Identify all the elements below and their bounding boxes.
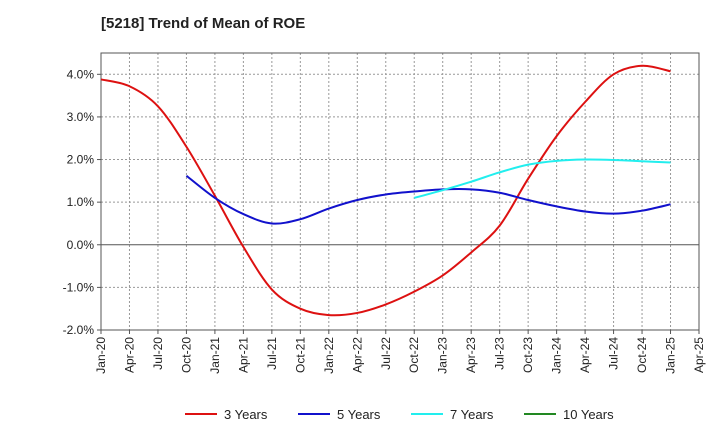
y-tick-label: 1.0%	[67, 195, 95, 209]
y-tick-label: -2.0%	[63, 323, 95, 337]
x-tick-label: Apr-23	[464, 337, 478, 373]
legend-label: 5 Years	[337, 407, 381, 422]
series-line-7-years	[413, 158, 671, 199]
y-tick-label: 3.0%	[67, 110, 95, 124]
legend: 3 Years 5 Years 7 Years 10 Years	[185, 407, 614, 422]
axes: 4.0% 3.0% 2.0% 1.0% 0.0% -1.0% -2.0%Jan-20 Apr-…	[63, 52, 706, 374]
x-tick-label: Jul-22	[379, 337, 393, 370]
x-tick-label: Apr-20	[122, 337, 136, 373]
x-tick-label: Apr-22	[350, 337, 364, 373]
x-tick-label: Oct-20	[179, 337, 193, 373]
legend-label: 3 Years	[224, 407, 268, 422]
x-tick-label: Jul-20	[151, 337, 165, 370]
grid	[101, 53, 699, 330]
x-tick-label: Apr-25	[692, 337, 706, 373]
series-line-3-years	[100, 64, 671, 317]
x-tick-label: Apr-21	[236, 337, 250, 373]
x-tick-label: Jan-21	[208, 337, 222, 374]
legend-label: 7 Years	[450, 407, 494, 422]
x-tick-label: Jul-23	[493, 337, 507, 370]
legend-label: 10 Years	[563, 407, 614, 422]
y-tick-label: -1.0%	[63, 280, 95, 294]
x-tick-label: Jul-21	[265, 337, 279, 370]
plot-frame	[100, 52, 700, 331]
x-tick-label: Jan-23	[436, 337, 450, 374]
x-tick-label: Jan-20	[94, 337, 108, 374]
y-tick-label: 2.0%	[67, 153, 95, 167]
x-tick-label: Jan-25	[664, 337, 678, 374]
x-tick-label: Oct-21	[293, 337, 307, 373]
x-tick-label: Jul-24	[607, 337, 621, 370]
series-line-5-years	[185, 174, 671, 225]
x-tick-label: Oct-24	[635, 337, 649, 373]
x-tick-label: Jan-22	[322, 337, 336, 374]
y-tick-label: 4.0%	[67, 67, 95, 81]
x-tick-label: Apr-24	[578, 337, 592, 373]
chart-title: [5218] Trend of Mean of ROE	[101, 15, 306, 32]
series-lines	[100, 64, 671, 317]
y-tick-label: 0.0%	[67, 238, 95, 252]
x-tick-label: Oct-23	[521, 337, 535, 373]
x-tick-label: Jan-24	[550, 337, 564, 374]
x-tick-label: Oct-22	[407, 337, 421, 373]
